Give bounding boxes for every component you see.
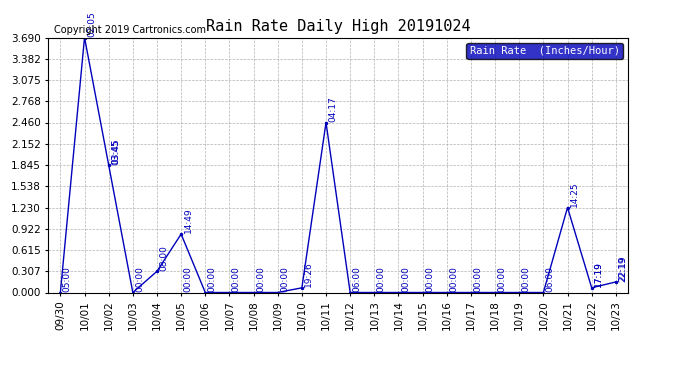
Text: 17:19: 17:19 (594, 262, 603, 288)
Text: 14:25: 14:25 (570, 181, 579, 207)
Text: Copyright 2019 Cartronics.com: Copyright 2019 Cartronics.com (54, 25, 206, 35)
Text: 00:00: 00:00 (497, 266, 506, 292)
Text: 00:00: 00:00 (377, 266, 386, 292)
Text: 00:00: 00:00 (135, 266, 144, 292)
Text: 03:45: 03:45 (111, 139, 120, 165)
Text: 06:00: 06:00 (353, 266, 362, 292)
Text: 00:00: 00:00 (232, 266, 241, 292)
Text: 00:00: 00:00 (208, 266, 217, 292)
Text: 08:00: 08:00 (159, 245, 168, 271)
Text: 22:19: 22:19 (618, 256, 627, 281)
Text: 05:00: 05:00 (63, 266, 72, 292)
Text: 17:19: 17:19 (594, 261, 603, 287)
Legend: Rain Rate  (Inches/Hour): Rain Rate (Inches/Hour) (466, 43, 622, 59)
Text: 00:00: 00:00 (280, 266, 289, 292)
Text: 00:00: 00:00 (473, 266, 482, 292)
Text: 00:00: 00:00 (425, 266, 434, 292)
Text: 03:45: 03:45 (111, 138, 120, 164)
Text: 00:00: 00:00 (256, 266, 265, 292)
Text: 00:00: 00:00 (522, 266, 531, 292)
Text: 22:19: 22:19 (618, 256, 627, 282)
Text: 14:49: 14:49 (184, 208, 193, 233)
Text: 02:05: 02:05 (87, 11, 96, 37)
Text: 19:26: 19:26 (304, 262, 313, 288)
Text: 00:00: 00:00 (184, 266, 193, 292)
Text: 00:00: 00:00 (449, 266, 458, 292)
Text: 06:00: 06:00 (546, 266, 555, 292)
Text: 04:17: 04:17 (328, 96, 337, 122)
Text: 00:00: 00:00 (401, 266, 410, 292)
Title: Rain Rate Daily High 20191024: Rain Rate Daily High 20191024 (206, 18, 471, 33)
